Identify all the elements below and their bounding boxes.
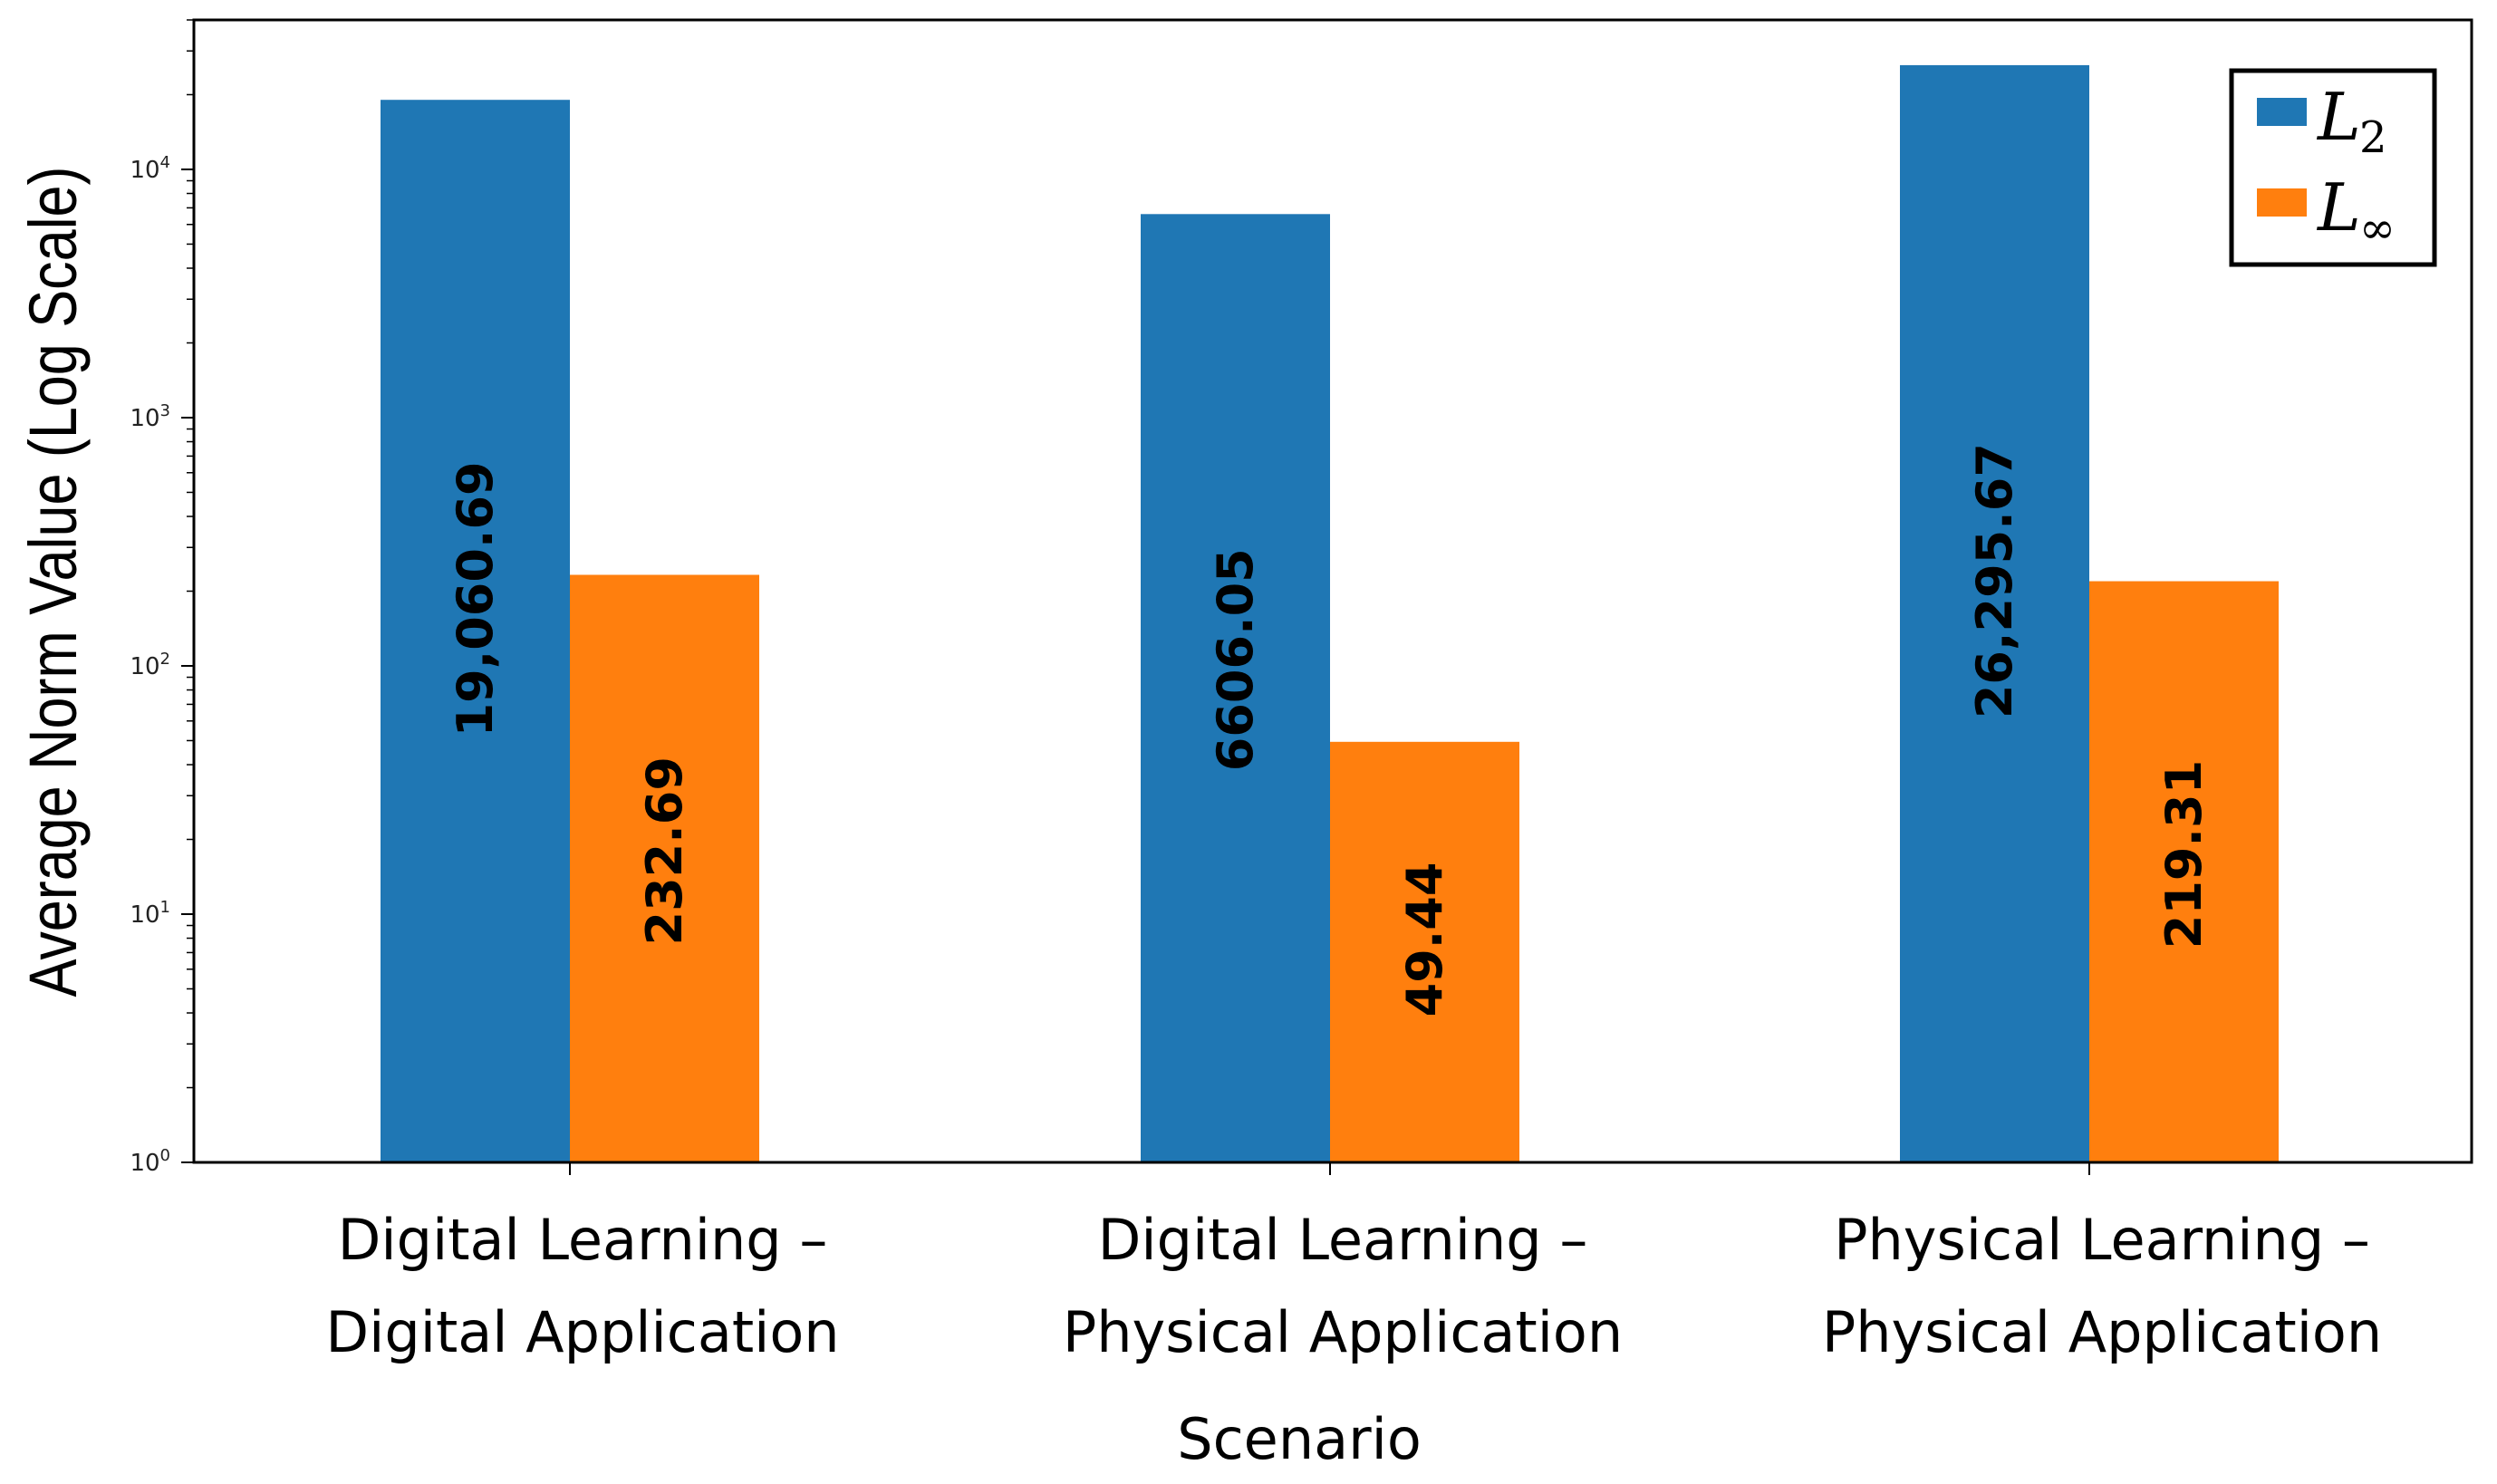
x-tick-label: Digital Learning – [1098, 1207, 1588, 1273]
legend-swatch-0 [2257, 98, 2307, 126]
y-tick-label: 102 [130, 650, 170, 680]
y-axis: 100 101 102 103 104 [130, 19, 194, 1177]
legend-subscript-1: ∞ [2359, 203, 2396, 254]
data-label: 232.69 [636, 756, 693, 945]
data-label: 26,295.67 [1966, 443, 2023, 718]
data-label: 219.31 [2155, 760, 2213, 949]
bars-layer [381, 64, 2279, 1163]
x-tick-label: Physical Application [1063, 1299, 1623, 1365]
bar-L2-1 [1141, 214, 1330, 1163]
legend-frame [2229, 68, 2437, 267]
y-tick-label: 100 [130, 1146, 170, 1177]
data-labels-layer: 19,060.69 6606.05 26,295.67 232.69 49.44 219.… [447, 443, 2213, 1017]
legend-subscript-0: 2 [2359, 112, 2387, 163]
x-tick-label: Digital Application [325, 1299, 839, 1365]
bar-L∞-0 [570, 574, 759, 1162]
bar-L∞-1 [1330, 741, 1519, 1162]
legend-label-0: L [2316, 79, 2361, 155]
legend-swatch-1 [2257, 188, 2307, 217]
data-label: 49.44 [1396, 862, 1453, 1017]
y-axis-label: Average Norm Value (Log Scale) [15, 167, 91, 997]
data-label: 19,060.69 [447, 461, 504, 737]
bar-L2-2 [1900, 64, 2089, 1162]
y-tick-label: 104 [130, 153, 170, 184]
x-tick-label: Physical Application [1822, 1299, 2382, 1365]
x-axis: Digital Learning – Digital Application Dig… [325, 1162, 2382, 1365]
y-tick-label: 103 [130, 401, 170, 432]
x-axis-label: Scenario [1177, 1406, 1422, 1472]
bar-L2-0 [381, 100, 570, 1162]
data-label: 6606.05 [1207, 548, 1264, 771]
x-tick-label: Physical Learning – [1834, 1207, 2370, 1273]
bar-L∞-2 [2089, 581, 2279, 1162]
y-tick-label: 101 [130, 898, 170, 929]
x-tick-label: Digital Learning – [338, 1207, 828, 1273]
legend: L2L∞ [2229, 68, 2437, 267]
legend-label-1: L [2316, 169, 2361, 246]
